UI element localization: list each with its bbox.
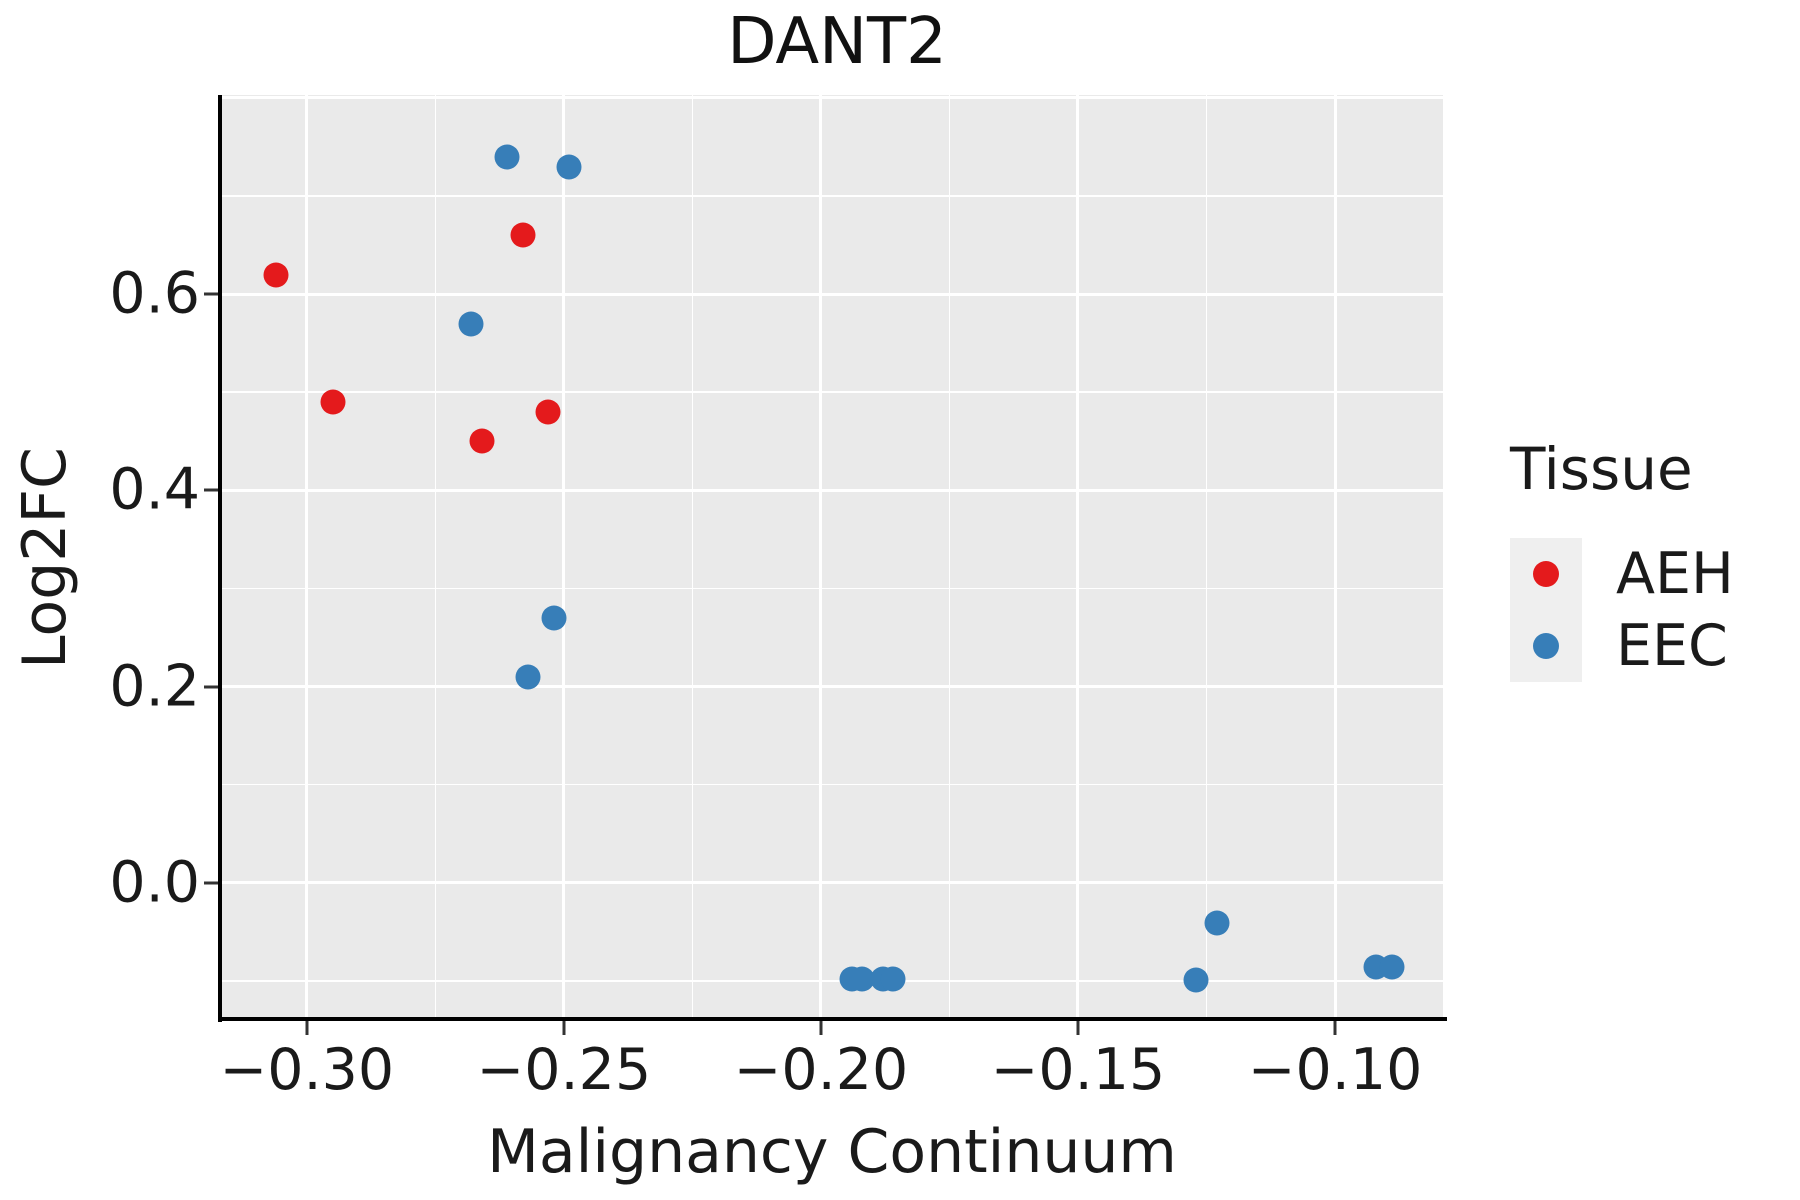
y-gridline-minor [222,195,1443,197]
aeh-marker-icon [1533,561,1559,587]
x-gridline-major [1076,95,1080,1021]
y-gridline-minor [222,587,1443,590]
x-tick-label: −0.25 [476,1037,652,1103]
x-tick [819,1021,823,1035]
legend-title: Tissue [1510,435,1693,503]
y-gridline-minor [222,783,1443,786]
data-point-eec [515,664,541,690]
grid-layer [222,95,1443,1021]
data-point-eec [1379,954,1405,980]
x-gridline-minor [434,95,437,1021]
x-tick-label: −0.10 [1247,1037,1423,1103]
x-gridline-minor [948,95,951,1021]
y-gridline-major [222,292,1443,296]
x-tick [1333,1021,1337,1035]
eec-marker-icon [1533,633,1559,659]
x-gridline-major [305,95,309,1021]
data-point-eec [494,144,520,170]
x-axis-title: Malignancy Continuum [487,1117,1177,1187]
y-tick-label: 0.4 [109,456,200,523]
data-point-eec [1183,967,1209,993]
y-gridline-major [222,488,1443,492]
y-tick-label: 0.0 [109,849,200,916]
x-gridline-major [562,95,566,1021]
data-point-eec [1204,910,1230,936]
x-axis-line [218,1017,1447,1021]
y-gridline-major [222,685,1443,688]
legend-entry-eec: EEC [1510,610,1734,682]
legend-entries: AEH EEC [1510,538,1734,682]
data-point-aeh [320,389,346,415]
y-gridline-minor [222,980,1443,982]
data-point-aeh [535,399,561,425]
legend-entry-label: AEH [1616,540,1734,607]
plot-title: DANT2 [727,5,947,79]
data-point-aeh [469,428,495,454]
legend-key [1510,538,1582,610]
data-point-eec [458,311,484,337]
legend-entry-label: EEC [1616,612,1728,679]
data-point-aeh [263,262,289,287]
y-tick [204,488,218,492]
legend-entry-aeh: AEH [1510,538,1734,610]
x-tick-label: −0.30 [219,1037,395,1103]
y-tick [204,685,218,688]
x-tick [305,1021,309,1035]
y-tick-label: 0.6 [109,260,200,327]
y-axis-title: Log2FC [10,447,80,669]
y-axis-line [218,95,222,1022]
x-gridline-minor [1205,95,1208,1021]
x-tick [562,1021,566,1035]
y-gridline-major [222,96,1443,100]
legend: Tissue AEH EEC [1510,440,1734,682]
x-gridline-major [819,95,823,1021]
x-tick [1076,1021,1080,1035]
data-point-aeh [510,222,536,248]
data-point-eec [556,154,582,180]
legend-key [1510,610,1582,682]
points-layer [222,95,1443,1021]
x-tick-label: −0.20 [733,1037,909,1103]
x-gridline-minor [691,95,694,1021]
y-tick-label: 0.2 [109,653,200,719]
plot-panel [222,95,1443,1021]
x-gridline-major [1333,95,1337,1021]
y-gridline-major [222,881,1443,885]
data-point-eec [880,966,906,992]
y-tick [204,292,218,296]
y-tick [204,881,218,885]
data-point-eec [541,605,567,631]
y-gridline-minor [222,391,1443,393]
x-tick-label: −0.15 [990,1037,1166,1103]
